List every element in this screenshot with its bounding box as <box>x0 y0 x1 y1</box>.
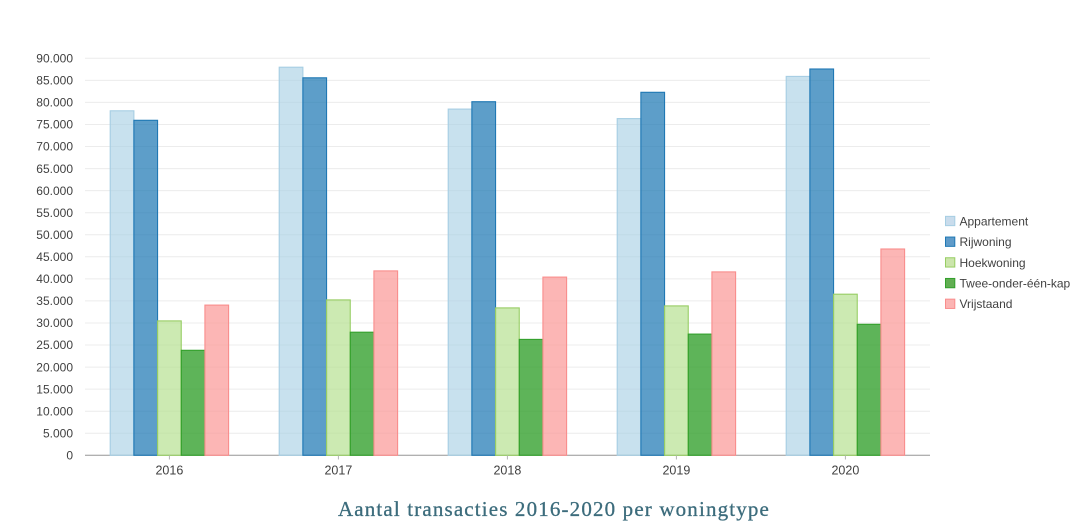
svg-text:Aantal transacties 2016-2020 p: Aantal transacties 2016-2020 per woningt… <box>338 497 770 521</box>
svg-text:65.000: 65.000 <box>36 162 73 176</box>
svg-text:80.000: 80.000 <box>36 96 73 110</box>
svg-text:2017: 2017 <box>324 464 352 478</box>
svg-text:Appartement: Appartement <box>960 214 1029 228</box>
svg-text:15.000: 15.000 <box>36 382 73 396</box>
svg-text:50.000: 50.000 <box>36 228 73 242</box>
svg-text:Hoekwoning: Hoekwoning <box>960 256 1026 270</box>
svg-text:Rijwoning: Rijwoning <box>960 235 1012 249</box>
svg-text:0: 0 <box>66 449 73 463</box>
svg-text:2020: 2020 <box>831 464 859 478</box>
svg-text:90.000: 90.000 <box>36 52 73 66</box>
svg-text:5.000: 5.000 <box>43 426 73 440</box>
svg-text:20.000: 20.000 <box>36 360 73 374</box>
svg-text:30.000: 30.000 <box>36 316 73 330</box>
svg-text:10.000: 10.000 <box>36 404 73 418</box>
svg-text:25.000: 25.000 <box>36 338 73 352</box>
svg-text:2016: 2016 <box>155 464 183 478</box>
svg-text:85.000: 85.000 <box>36 74 73 88</box>
svg-text:2019: 2019 <box>662 464 690 478</box>
svg-text:Twee-onder-één-kap: Twee-onder-één-kap <box>960 277 1071 291</box>
svg-text:60.000: 60.000 <box>36 184 73 198</box>
svg-text:40.000: 40.000 <box>36 272 73 286</box>
svg-text:55.000: 55.000 <box>36 206 73 220</box>
svg-text:Vrijstaand: Vrijstaand <box>960 297 1013 311</box>
svg-text:2018: 2018 <box>493 464 521 478</box>
svg-text:45.000: 45.000 <box>36 250 73 264</box>
svg-text:75.000: 75.000 <box>36 118 73 132</box>
svg-text:35.000: 35.000 <box>36 294 73 308</box>
svg-text:70.000: 70.000 <box>36 140 73 154</box>
